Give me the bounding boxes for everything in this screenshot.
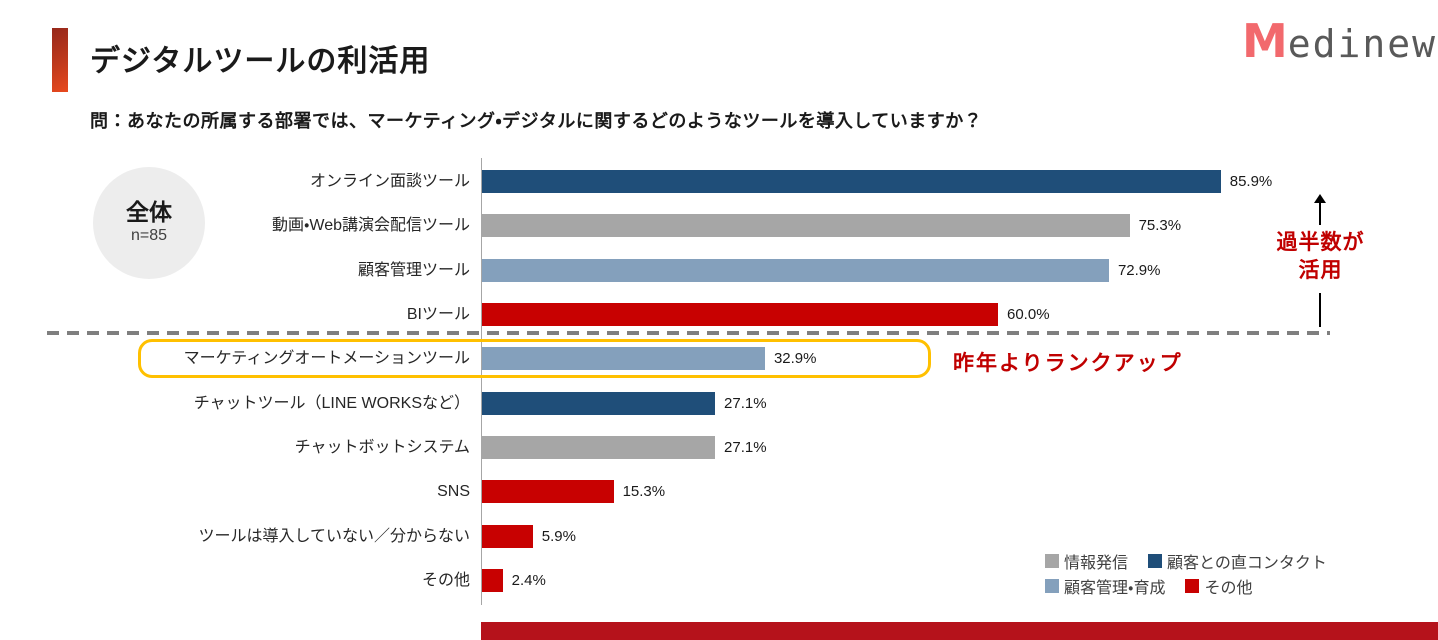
bar [482, 214, 1130, 238]
footer-red-bar [481, 622, 1438, 640]
legend-swatch-icon [1045, 578, 1059, 593]
bar-chart: オンライン面談ツール 85.9% 動画・Web講演会配信ツール 75.3% 顧客管理ツー… [0, 155, 1438, 615]
majority-annotation: 過半数が 活用 [1248, 229, 1393, 285]
legend-item: 顧客との直コンタクト [1148, 549, 1327, 573]
bar [482, 303, 998, 327]
legend-label: その他 [1204, 579, 1253, 597]
bar [482, 258, 1109, 282]
legend-swatch-icon [1148, 553, 1163, 568]
bar [482, 347, 765, 371]
bar-label: BIツール [406, 306, 470, 324]
bar-value: 32.9% [773, 350, 817, 368]
medinew-logo: M edinew [1242, 18, 1437, 64]
bar-label: ツールは導入していない／分からない [198, 527, 470, 545]
legend-item: その他 [1185, 574, 1252, 598]
survey-question: 問：あなたの所属する部署では、マーケティング・デジタルに関するどのようなツールを… [90, 111, 983, 131]
badge-sample-size: n=85 [130, 227, 168, 245]
title-accent-bar [52, 28, 68, 92]
legend-row: 顧客管理・育成 その他 [1045, 573, 1327, 598]
bar-row: チャットツール（LINE WORKSなど） 27.1% [0, 391, 1438, 415]
bar-row: SNS 15.3% [0, 480, 1438, 504]
logo-wordmark: edinew [1287, 22, 1438, 66]
legend-label: 顧客との直コンタクト [1167, 554, 1327, 572]
bar-row: BIツール 60.0% [0, 303, 1438, 327]
legend-swatch-icon [1045, 553, 1059, 568]
annotation-range-line [1319, 293, 1321, 327]
up-arrow-shaft [1319, 203, 1321, 225]
y-axis-line [481, 158, 482, 605]
bar-label: チャットボットシステム [294, 439, 470, 457]
legend-row: 情報発信 顧客との直コンタクト [1045, 548, 1327, 573]
page-title: デジタルツールの利活用 [90, 45, 431, 78]
legend-item: 顧客管理・育成 [1045, 574, 1165, 598]
legend-item: 情報発信 [1045, 549, 1128, 573]
bar-value: 72.9% [1117, 261, 1161, 279]
bar-label: マーケティングオートメーションツール [183, 350, 470, 368]
legend-label: 情報発信 [1064, 554, 1129, 572]
bar-value: 27.1% [724, 394, 767, 412]
bar-value: 60.0% [1007, 306, 1050, 324]
bar [482, 391, 716, 415]
bar [482, 436, 716, 460]
bar-value: 2.4% [511, 572, 546, 590]
bar-value: 15.3% [622, 483, 666, 501]
majority-separator-dashed-line [47, 331, 1330, 335]
bar [482, 480, 614, 504]
bar-row: 顧客管理ツール 72.9% [0, 258, 1438, 282]
majority-line1: 過半数が [1276, 231, 1365, 254]
up-arrow-icon [1314, 194, 1326, 203]
bar-label: その他 [421, 572, 470, 590]
bar-row: マーケティングオートメーションツール 32.9% [0, 347, 1438, 371]
bar-row: オンライン面談ツール 85.9% [0, 170, 1438, 193]
bar-value: 5.9% [541, 527, 576, 545]
bar-label: 動画・Web講演会配信ツール [271, 217, 470, 235]
logo-m-icon: M [1242, 14, 1288, 68]
total-badge: 全体 n=85 [93, 167, 205, 279]
bar-label: チャットツール（LINE WORKSなど） [193, 394, 470, 412]
bar-value: 27.1% [724, 439, 767, 457]
bar-row: 動画・Web講演会配信ツール 75.3% [0, 214, 1438, 238]
highlight-box [138, 338, 931, 378]
bar-row: ツールは導入していない／分からない 5.9% [0, 524, 1438, 548]
chart-legend: 情報発信 顧客との直コンタクト 顧客管理・育成 その他 [1045, 548, 1327, 598]
bar-label: SNS [437, 483, 470, 501]
bar [482, 170, 1221, 193]
legend-label: 顧客管理・育成 [1064, 579, 1166, 597]
bar [482, 569, 503, 593]
badge-label: 全体 [126, 198, 172, 225]
bar-row: チャットボットシステム 27.1% [0, 436, 1438, 460]
bar-label: オンライン面談ツール [309, 173, 470, 190]
rankup-annotation: 昨年よりランクアップ [953, 352, 1183, 375]
bar-value: 85.9% [1229, 173, 1273, 190]
bar-row: その他 2.4% [0, 569, 1438, 593]
legend-swatch-icon [1185, 578, 1200, 593]
majority-line2: 活用 [1298, 259, 1343, 282]
bar-label: 顧客管理ツール [357, 261, 470, 279]
bar-value: 75.3% [1138, 217, 1182, 235]
bar [482, 524, 533, 548]
